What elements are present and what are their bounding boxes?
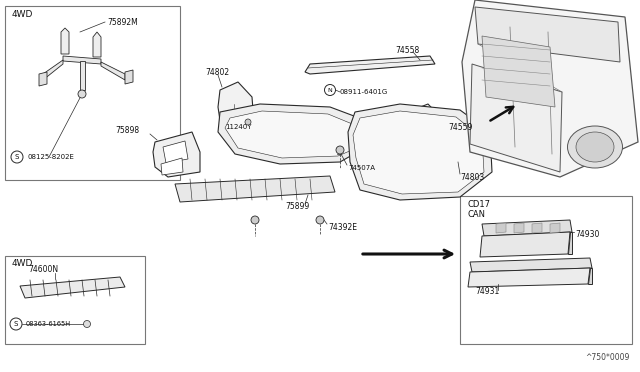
Text: CD17: CD17 bbox=[468, 199, 491, 208]
Text: 74558: 74558 bbox=[395, 45, 419, 55]
Circle shape bbox=[336, 146, 344, 154]
Polygon shape bbox=[348, 104, 492, 200]
Text: 08363-6165H: 08363-6165H bbox=[26, 321, 71, 327]
Text: S: S bbox=[15, 154, 19, 160]
Polygon shape bbox=[175, 176, 335, 202]
Polygon shape bbox=[568, 232, 572, 254]
Polygon shape bbox=[415, 118, 438, 144]
Polygon shape bbox=[230, 128, 247, 147]
Circle shape bbox=[83, 321, 90, 327]
FancyBboxPatch shape bbox=[5, 6, 180, 180]
Text: 11240Y: 11240Y bbox=[225, 124, 252, 130]
Polygon shape bbox=[482, 220, 572, 236]
Text: 74600N: 74600N bbox=[28, 266, 58, 275]
Polygon shape bbox=[305, 56, 435, 74]
Polygon shape bbox=[462, 0, 638, 177]
Text: 75892M: 75892M bbox=[107, 17, 138, 26]
Polygon shape bbox=[93, 32, 101, 57]
Polygon shape bbox=[163, 141, 188, 163]
Polygon shape bbox=[61, 28, 69, 54]
Polygon shape bbox=[233, 107, 250, 131]
Text: ^750*0009: ^750*0009 bbox=[586, 353, 630, 362]
Polygon shape bbox=[480, 232, 570, 257]
Text: 74802: 74802 bbox=[205, 67, 229, 77]
Text: 75898: 75898 bbox=[115, 125, 139, 135]
Polygon shape bbox=[588, 268, 592, 284]
Text: CAN: CAN bbox=[468, 209, 486, 218]
Polygon shape bbox=[468, 268, 590, 287]
Polygon shape bbox=[218, 104, 375, 164]
Polygon shape bbox=[153, 132, 200, 177]
Polygon shape bbox=[496, 223, 506, 233]
Polygon shape bbox=[482, 36, 555, 107]
Polygon shape bbox=[161, 158, 183, 175]
Polygon shape bbox=[550, 223, 560, 233]
Text: 74507A: 74507A bbox=[348, 165, 375, 171]
Polygon shape bbox=[39, 72, 47, 86]
Text: 74803: 74803 bbox=[460, 173, 484, 182]
Polygon shape bbox=[218, 82, 255, 147]
Polygon shape bbox=[353, 111, 484, 194]
Circle shape bbox=[316, 216, 324, 224]
Polygon shape bbox=[125, 70, 133, 84]
Polygon shape bbox=[20, 277, 125, 298]
Polygon shape bbox=[225, 111, 366, 158]
Text: 74392E: 74392E bbox=[328, 222, 357, 231]
Text: N: N bbox=[328, 87, 332, 93]
Polygon shape bbox=[400, 104, 445, 162]
Text: 08125-8202E: 08125-8202E bbox=[27, 154, 74, 160]
Ellipse shape bbox=[568, 126, 623, 168]
FancyBboxPatch shape bbox=[5, 256, 145, 344]
Polygon shape bbox=[470, 64, 562, 172]
Polygon shape bbox=[514, 223, 524, 233]
Text: 74931: 74931 bbox=[475, 288, 499, 296]
Polygon shape bbox=[475, 7, 620, 62]
Text: 4WD: 4WD bbox=[12, 260, 33, 269]
Polygon shape bbox=[63, 56, 101, 64]
Text: 74559: 74559 bbox=[448, 122, 472, 131]
Polygon shape bbox=[80, 61, 85, 90]
FancyBboxPatch shape bbox=[460, 196, 632, 344]
Text: 74930: 74930 bbox=[575, 230, 600, 238]
Text: 75899: 75899 bbox=[285, 202, 309, 211]
Circle shape bbox=[324, 84, 335, 96]
Ellipse shape bbox=[576, 132, 614, 162]
Text: 08911-6401G: 08911-6401G bbox=[340, 89, 388, 95]
Polygon shape bbox=[470, 258, 592, 272]
Circle shape bbox=[251, 216, 259, 224]
Polygon shape bbox=[43, 60, 63, 80]
Text: S: S bbox=[14, 321, 18, 327]
Polygon shape bbox=[532, 223, 542, 233]
Circle shape bbox=[245, 119, 251, 125]
Circle shape bbox=[78, 90, 86, 98]
Polygon shape bbox=[101, 62, 125, 80]
Text: 4WD: 4WD bbox=[12, 10, 33, 19]
